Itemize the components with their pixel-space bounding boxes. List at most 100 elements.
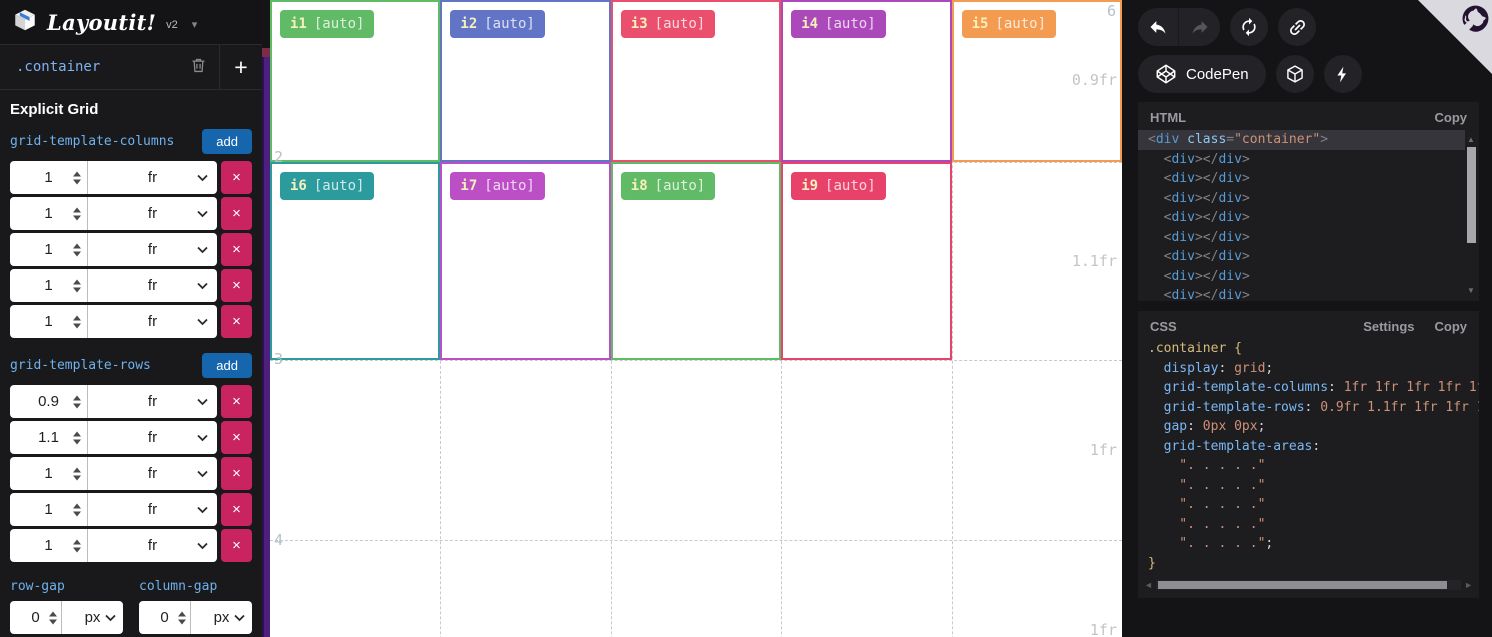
css-code[interactable]: .container { display: grid; grid-templat… xyxy=(1138,339,1479,575)
scroll-up-icon[interactable]: ▲ xyxy=(1467,135,1475,144)
html-scrollbar-thumb[interactable] xyxy=(1466,147,1476,243)
grid-preview[interactable]: i1 [auto] i2 [auto] i3 [auto] i4 [auto] i5 [auto]… xyxy=(270,0,1122,637)
redo-button[interactable] xyxy=(1179,8,1220,46)
spinner-up-icon[interactable] xyxy=(49,611,57,616)
track-value-input[interactable]: 1 xyxy=(10,269,88,302)
remove-track-button[interactable]: × xyxy=(221,385,252,418)
remove-track-button[interactable]: × xyxy=(221,197,252,230)
spinner-up-icon[interactable] xyxy=(73,171,81,176)
spinner-down-icon[interactable] xyxy=(49,619,57,624)
spinner-up-icon[interactable] xyxy=(73,431,81,436)
spinner-down-icon[interactable] xyxy=(73,215,81,220)
column-gap-unit-select[interactable]: px xyxy=(191,601,252,634)
number-stepper[interactable] xyxy=(73,171,81,184)
track-value-input[interactable]: 1 xyxy=(10,493,88,526)
track-value-input[interactable]: 1 xyxy=(10,529,88,562)
remove-track-button[interactable]: × xyxy=(221,233,252,266)
unit-select[interactable]: fr xyxy=(88,197,217,230)
grid-item-chip[interactable]: i6 [auto] xyxy=(280,172,375,200)
html-copy-button[interactable]: Copy xyxy=(1434,110,1468,125)
number-stepper[interactable] xyxy=(73,279,81,292)
unit-select[interactable]: fr xyxy=(88,161,217,194)
spinner-down-icon[interactable] xyxy=(73,403,81,408)
spinner-up-icon[interactable] xyxy=(73,207,81,212)
grid-cell[interactable]: i7 [auto] xyxy=(440,162,611,360)
row-gap-unit-select[interactable]: px xyxy=(62,601,123,634)
grid-cell[interactable]: i5 [auto] xyxy=(951,0,1122,162)
grid-item-chip[interactable]: i2 [auto] xyxy=(450,10,545,38)
grid-cell[interactable]: i9 [auto] xyxy=(781,162,952,360)
css-scrollbar[interactable]: ◄ ► xyxy=(1144,579,1473,591)
spinner-up-icon[interactable] xyxy=(73,243,81,248)
add-row-button[interactable]: add xyxy=(202,353,252,378)
unit-select[interactable]: fr xyxy=(88,233,217,266)
grid-cell[interactable]: i3 [auto] xyxy=(610,0,782,162)
grid-cell[interactable]: i6 [auto] xyxy=(270,162,441,360)
number-stepper[interactable] xyxy=(73,431,81,444)
spinner-down-icon[interactable] xyxy=(73,475,81,480)
octocat-icon[interactable] xyxy=(1456,0,1492,38)
remove-track-button[interactable]: × xyxy=(221,269,252,302)
unit-select[interactable]: fr xyxy=(88,421,217,454)
grid-cell[interactable]: i1 [auto] xyxy=(270,0,441,162)
selector-name[interactable]: .container xyxy=(16,59,101,75)
add-column-button[interactable]: add xyxy=(202,129,252,154)
spinner-up-icon[interactable] xyxy=(178,611,186,616)
number-stepper[interactable] xyxy=(73,315,81,328)
grid-item-chip[interactable]: i8 [auto] xyxy=(620,172,716,200)
add-selector-button[interactable]: + xyxy=(220,45,262,89)
spinner-up-icon[interactable] xyxy=(73,315,81,320)
track-value-input[interactable]: 1 xyxy=(10,161,88,194)
remove-track-button[interactable]: × xyxy=(221,161,252,194)
unit-select[interactable]: fr xyxy=(88,529,217,562)
number-stepper[interactable] xyxy=(73,243,81,256)
unit-select[interactable]: fr xyxy=(88,493,217,526)
grid-cell[interactable]: i4 [auto] xyxy=(781,0,952,162)
reset-button[interactable] xyxy=(1230,8,1268,46)
grid-item-chip[interactable]: i5 [auto] xyxy=(961,10,1057,38)
track-value-input[interactable]: 1 xyxy=(10,197,88,230)
html-code[interactable]: <div class="container"> <div></div> <div… xyxy=(1138,130,1465,301)
spinner-up-icon[interactable] xyxy=(73,539,81,544)
codesandbox-button[interactable] xyxy=(1275,55,1314,93)
scroll-down-icon[interactable]: ▼ xyxy=(1467,286,1475,295)
sidebar-scrollbar-thumb[interactable] xyxy=(262,57,270,637)
track-value-input[interactable]: 1 xyxy=(10,305,88,338)
grid-item-chip[interactable]: i9 [auto] xyxy=(791,172,886,200)
track-value-input[interactable]: 1 xyxy=(10,457,88,490)
remove-track-button[interactable]: × xyxy=(221,305,252,338)
track-value-input[interactable]: 1 xyxy=(10,233,88,266)
column-gap-value-input[interactable]: 0 xyxy=(139,601,191,634)
spinner-down-icon[interactable] xyxy=(73,547,81,552)
remove-track-button[interactable]: × xyxy=(221,493,252,526)
spinner-down-icon[interactable] xyxy=(73,439,81,444)
spinner-down-icon[interactable] xyxy=(73,251,81,256)
row-gap-value-input[interactable]: 0 xyxy=(10,601,62,634)
css-scrollbar-thumb[interactable] xyxy=(1157,581,1448,589)
grid-item-chip[interactable]: i7 [auto] xyxy=(450,172,545,200)
grid-item-chip[interactable]: i1 [auto] xyxy=(280,10,375,38)
grid-cell[interactable]: i2 [auto] xyxy=(440,0,611,162)
spinner-up-icon[interactable] xyxy=(73,467,81,472)
track-value-input[interactable]: 0.9 xyxy=(10,385,88,418)
number-stepper[interactable] xyxy=(178,611,186,624)
number-stepper[interactable] xyxy=(73,395,81,408)
spinner-down-icon[interactable] xyxy=(73,179,81,184)
scroll-right-icon[interactable]: ► xyxy=(1464,580,1473,590)
spinner-up-icon[interactable] xyxy=(73,279,81,284)
share-link-button[interactable] xyxy=(1278,8,1316,46)
css-settings-button[interactable]: Settings xyxy=(1363,319,1415,334)
css-copy-button[interactable]: Copy xyxy=(1434,319,1468,334)
spinner-up-icon[interactable] xyxy=(73,503,81,508)
unit-select[interactable]: fr xyxy=(88,457,217,490)
scroll-left-icon[interactable]: ◄ xyxy=(1144,580,1153,590)
spinner-down-icon[interactable] xyxy=(73,511,81,516)
unit-select[interactable]: fr xyxy=(88,305,217,338)
grid-item-chip[interactable]: i4 [auto] xyxy=(791,10,886,38)
undo-button[interactable] xyxy=(1138,8,1179,46)
spinner-down-icon[interactable] xyxy=(73,287,81,292)
grid-cell[interactable]: i8 [auto] xyxy=(610,162,782,360)
version-caret-icon[interactable]: ▾ xyxy=(191,18,198,31)
number-stepper[interactable] xyxy=(73,503,81,516)
number-stepper[interactable] xyxy=(49,611,57,624)
